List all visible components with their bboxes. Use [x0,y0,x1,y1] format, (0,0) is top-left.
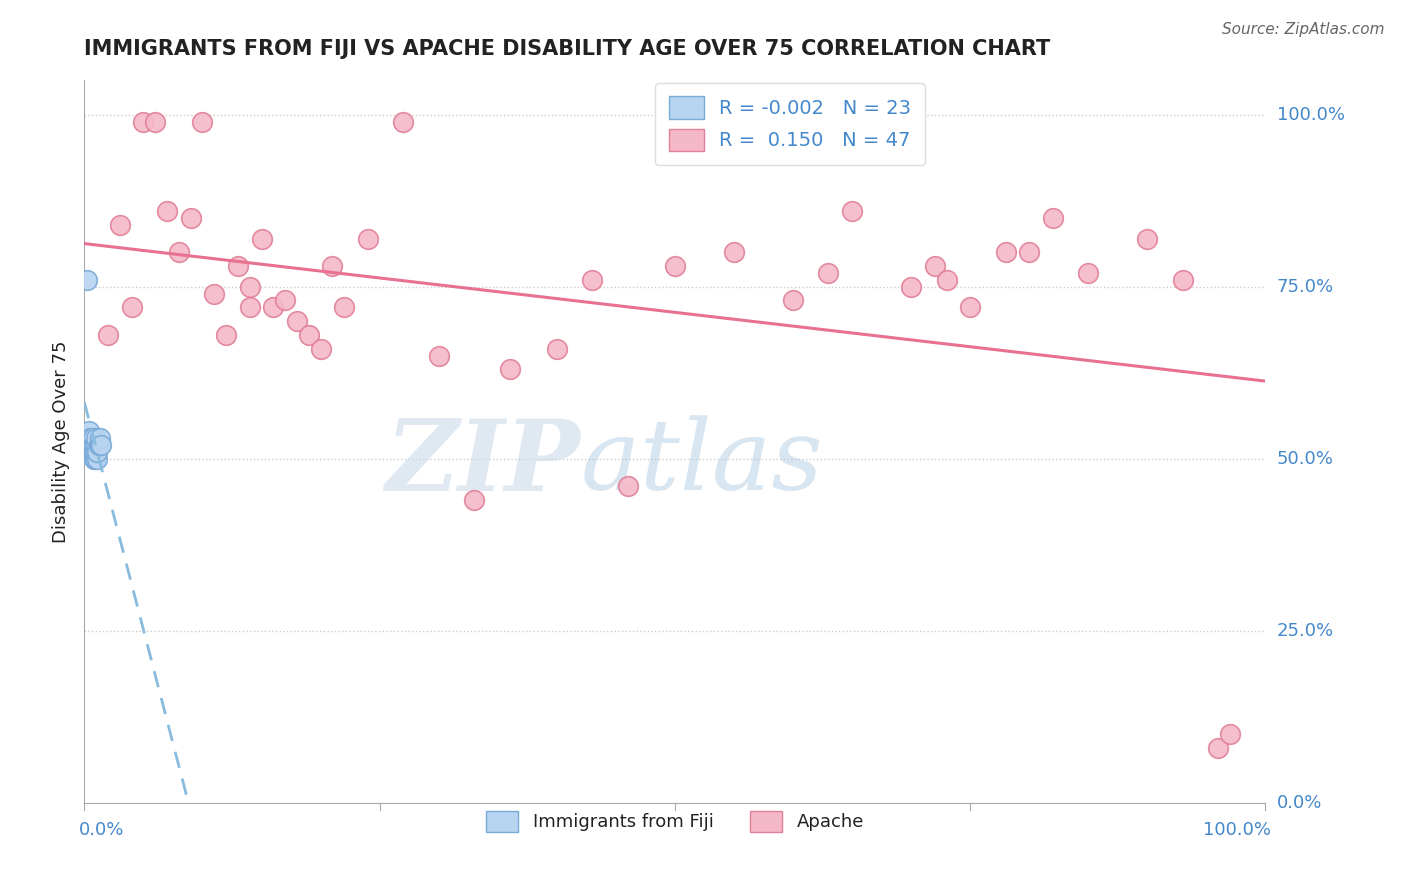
Point [108,218,131,232]
Point [83,451,105,466]
Point [226,259,249,273]
Point [167,245,190,260]
Point [900,279,922,293]
Point [1018,245,1040,260]
Point [77,438,100,452]
Point [80,438,103,452]
Point [333,301,356,315]
Text: IMMIGRANTS FROM FIJI VS APACHE DISABILITY AGE OVER 75 CORRELATION CHART: IMMIGRANTS FROM FIJI VS APACHE DISABILIT… [84,39,1050,59]
Point [239,301,262,315]
Point [89,431,111,445]
Point [664,259,686,273]
Point [321,259,343,273]
Point [309,342,332,356]
Point [1206,740,1229,755]
Point [86,451,108,466]
Point [239,279,262,293]
Text: 0.0%: 0.0% [79,821,124,838]
Legend: Immigrants from Fiji, Apache: Immigrants from Fiji, Apache [472,798,877,845]
Point [79,431,101,445]
Point [143,114,166,128]
Point [427,349,450,363]
Point [84,438,107,452]
Text: atlas: atlas [581,416,823,511]
Point [924,259,946,273]
Point [546,342,568,356]
Point [121,301,143,315]
Point [935,273,957,287]
Point [82,445,104,459]
Point [841,204,863,219]
Point [581,273,603,287]
Point [82,438,104,452]
Text: 25.0%: 25.0% [1277,622,1334,640]
Point [298,327,321,342]
Point [392,114,415,128]
Text: 100.0%: 100.0% [1277,105,1344,124]
Point [90,438,112,452]
Point [84,451,107,466]
Point [1042,211,1064,225]
Point [79,445,101,459]
Point [959,301,981,315]
Point [82,431,104,445]
Point [723,245,745,260]
Text: Source: ZipAtlas.com: Source: ZipAtlas.com [1222,22,1385,37]
Point [498,362,520,376]
Text: 75.0%: 75.0% [1277,277,1334,296]
Point [202,286,225,301]
Point [84,445,107,459]
Text: ZIP: ZIP [385,415,581,511]
Text: 50.0%: 50.0% [1277,450,1333,467]
Point [191,114,214,128]
Point [180,211,202,225]
Text: 0.0%: 0.0% [1277,794,1322,812]
Point [1171,273,1194,287]
Point [76,273,98,287]
Point [87,438,110,452]
Y-axis label: Disability Age Over 75: Disability Age Over 75 [52,340,70,543]
Point [463,493,485,508]
Point [1219,727,1241,741]
Point [616,479,638,493]
Text: 100.0%: 100.0% [1204,821,1271,838]
Point [782,293,804,308]
Point [274,293,297,308]
Point [83,445,105,459]
Point [357,231,380,245]
Point [215,327,238,342]
Point [77,431,100,445]
Point [817,266,839,280]
Point [1077,266,1099,280]
Point [84,431,107,445]
Point [86,445,108,459]
Point [89,438,111,452]
Point [97,327,120,342]
Point [156,204,179,219]
Point [994,245,1017,260]
Point [132,114,155,128]
Point [1136,231,1159,245]
Point [262,301,284,315]
Point [285,314,308,328]
Point [77,424,100,438]
Point [83,438,105,452]
Point [250,231,273,245]
